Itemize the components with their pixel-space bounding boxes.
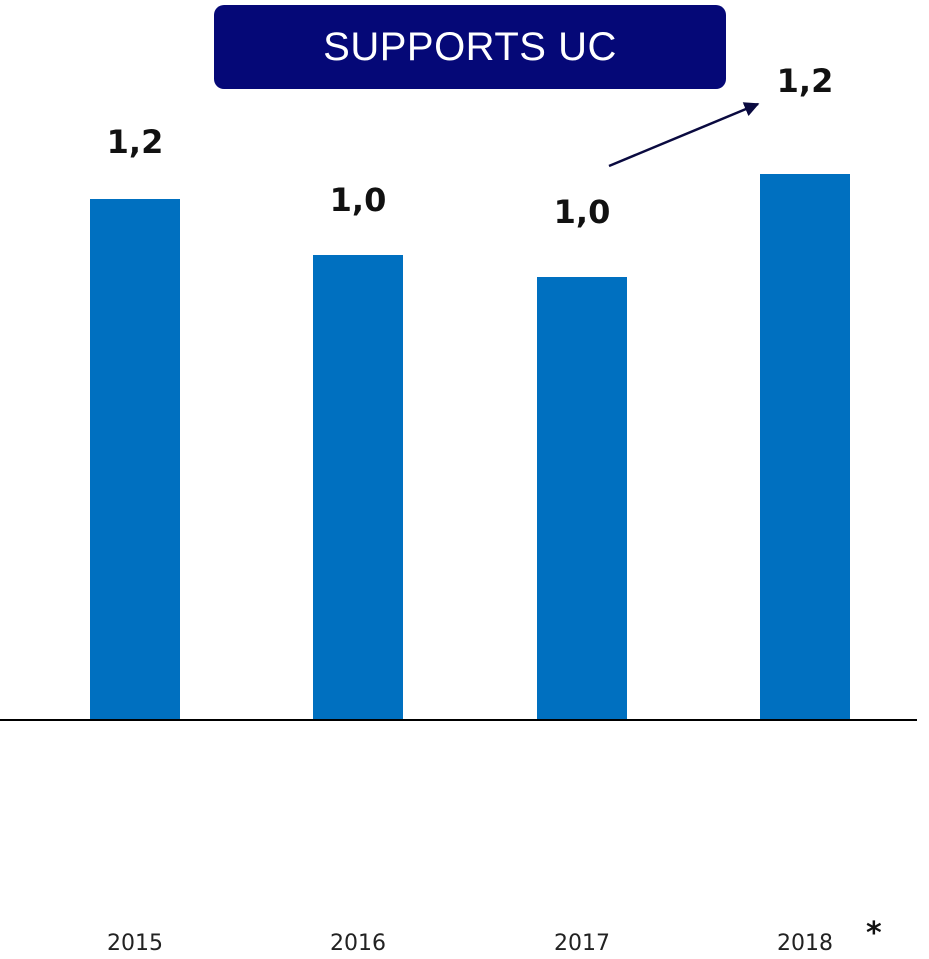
value-label-2015: 1,2	[107, 123, 164, 161]
x-tick-label-2017: 2017	[554, 931, 610, 956]
bar-2018	[760, 174, 850, 719]
bar-2016	[313, 255, 403, 719]
bar-2015	[90, 199, 180, 719]
bar-2017	[537, 277, 627, 719]
x-tick-label-2016: 2016	[330, 931, 386, 956]
footnote-marker: *	[866, 916, 882, 951]
value-label-2017: 1,0	[554, 193, 611, 231]
value-label-2018: 1,2	[777, 62, 834, 100]
value-label-2016: 1,0	[330, 181, 387, 219]
x-tick-label-2018: 2018	[777, 931, 833, 956]
chart-title: SUPPORTS UC	[323, 24, 617, 69]
chart-title-box: SUPPORTS UC	[214, 5, 726, 89]
x-tick-label-2015: 2015	[107, 931, 163, 956]
trend-arrow	[608, 102, 760, 168]
